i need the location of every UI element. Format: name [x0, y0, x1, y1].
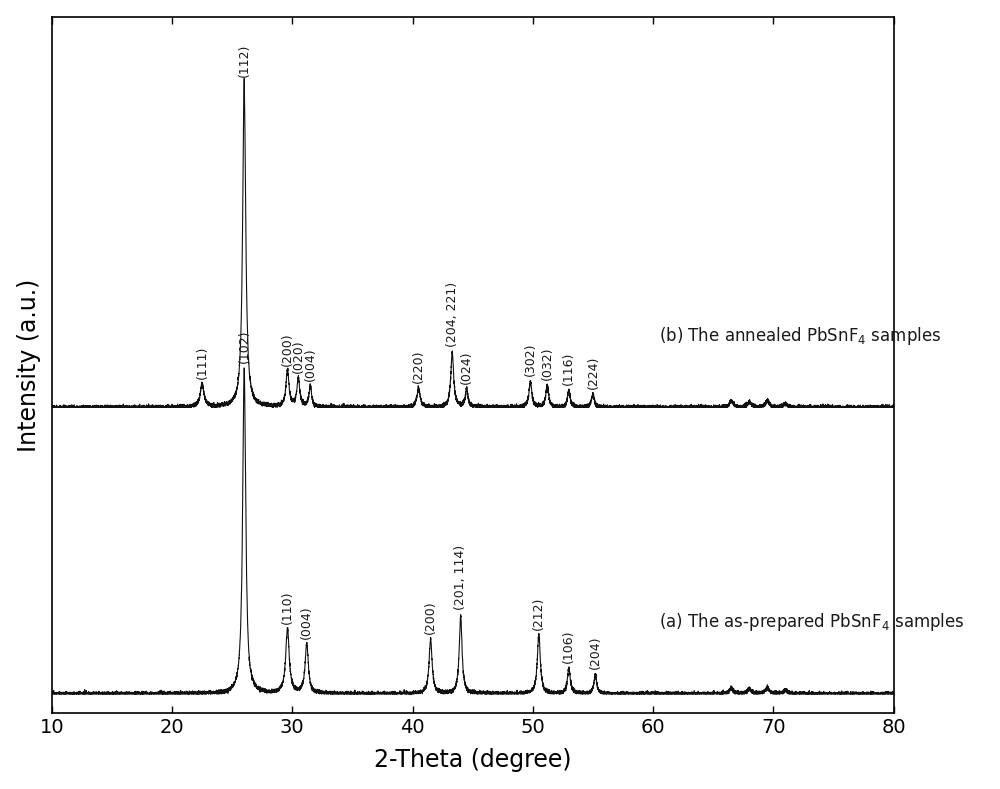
Text: (112): (112) [238, 43, 251, 77]
Text: (201, 114): (201, 114) [454, 545, 467, 611]
Text: (b) The annealed PbSnF$_4$ samples: (b) The annealed PbSnF$_4$ samples [659, 325, 941, 346]
Text: (110): (110) [281, 590, 294, 623]
Text: (111): (111) [196, 346, 209, 379]
Text: (212): (212) [532, 596, 545, 630]
Text: (204, 221): (204, 221) [446, 282, 459, 347]
Text: (a) The as-prepared PbSnF$_4$ samples: (a) The as-prepared PbSnF$_4$ samples [659, 611, 965, 634]
Text: (106): (106) [562, 629, 575, 663]
Text: (200): (200) [281, 332, 294, 365]
Text: (032): (032) [541, 346, 554, 380]
Y-axis label: Intensity (a.u.): Intensity (a.u.) [17, 279, 41, 451]
Text: (020): (020) [292, 340, 305, 373]
Text: (200): (200) [424, 600, 437, 634]
Text: (204): (204) [589, 636, 602, 669]
Text: (302): (302) [524, 342, 537, 376]
Text: (024): (024) [460, 350, 473, 384]
Text: (220): (220) [412, 349, 425, 383]
X-axis label: 2-Theta (degree): 2-Theta (degree) [374, 748, 571, 772]
Text: (116): (116) [562, 352, 575, 385]
Text: (102): (102) [238, 330, 251, 363]
Text: (224): (224) [586, 356, 599, 389]
Text: (004): (004) [300, 605, 313, 639]
Text: (004): (004) [304, 348, 317, 381]
